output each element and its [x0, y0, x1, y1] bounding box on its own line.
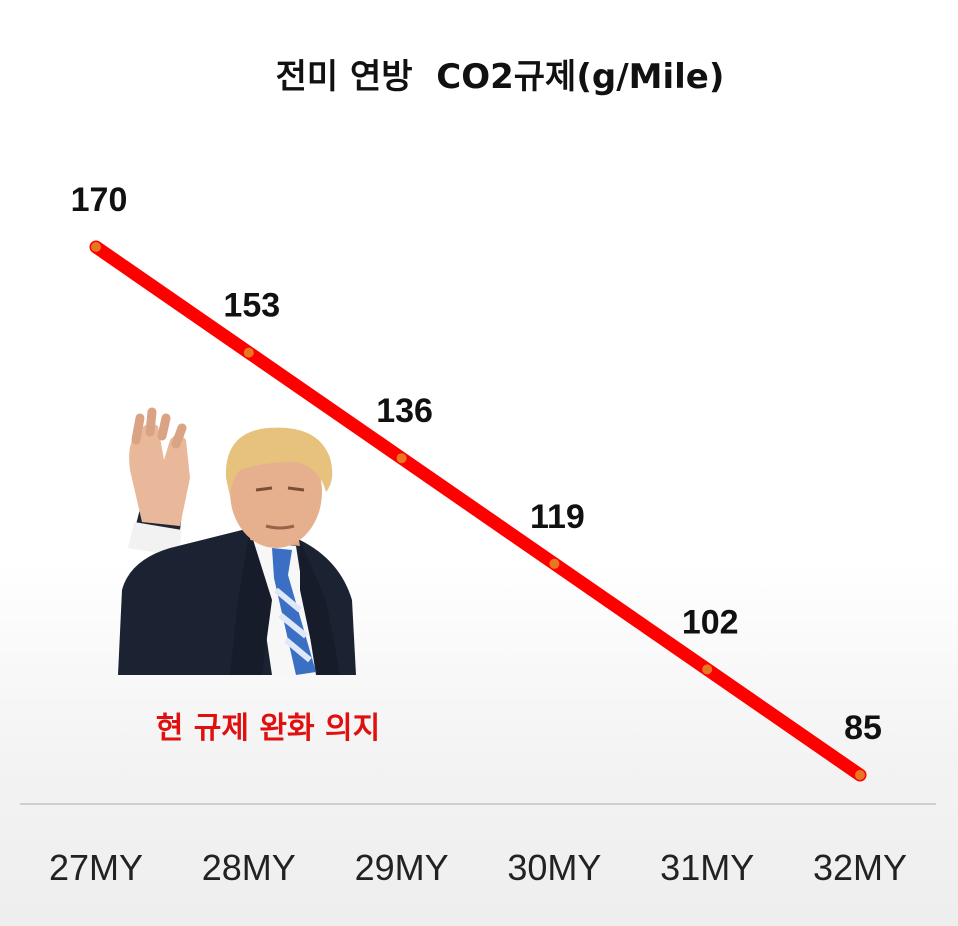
x-axis-ticks: 27MY 28MY 29MY 30MY 31MY 32MY	[49, 847, 907, 888]
data-label: 119	[530, 498, 585, 536]
chart-title: 전미 연방 CO2규제(g/Mile)	[276, 57, 725, 97]
data-label: 153	[223, 287, 280, 325]
data-point	[243, 347, 254, 358]
data-point	[91, 242, 101, 252]
data-labels: 170 153 136 119 102 85	[71, 181, 882, 747]
data-label: 102	[682, 603, 739, 641]
x-tick-label: 29MY	[355, 847, 449, 888]
man-waving-photo	[118, 407, 356, 675]
x-tick-label: 31MY	[660, 847, 754, 888]
x-tick-label: 27MY	[49, 847, 143, 888]
data-label: 85	[844, 709, 882, 747]
annotation-caption: 현 규제 완화 의지	[156, 711, 381, 746]
data-point	[549, 558, 560, 569]
x-tick-label: 32MY	[813, 847, 907, 888]
data-point	[702, 664, 713, 675]
series-line	[89, 240, 867, 782]
data-point	[855, 770, 865, 780]
data-label: 136	[376, 392, 433, 430]
data-label: 170	[71, 181, 128, 219]
x-tick-label: 28MY	[202, 847, 296, 888]
data-point	[396, 453, 407, 464]
x-tick-label: 30MY	[507, 847, 601, 888]
series-layer	[89, 240, 867, 782]
